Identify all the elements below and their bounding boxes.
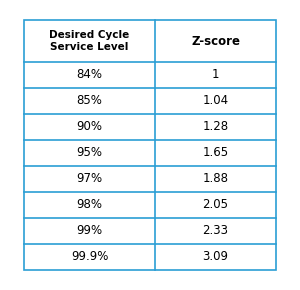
Text: 90%: 90% — [76, 120, 103, 133]
Text: 85%: 85% — [76, 94, 103, 107]
Text: 95%: 95% — [76, 146, 103, 159]
Text: 99.9%: 99.9% — [71, 250, 108, 263]
Text: 99%: 99% — [76, 224, 103, 237]
Text: 1.04: 1.04 — [202, 94, 229, 107]
Text: 2.05: 2.05 — [202, 198, 229, 211]
Text: Desired Cycle
Service Level: Desired Cycle Service Level — [50, 30, 130, 52]
Bar — [24, 20, 276, 270]
Text: 1.65: 1.65 — [202, 146, 229, 159]
Text: 1.88: 1.88 — [202, 172, 229, 185]
Text: 3.09: 3.09 — [202, 250, 229, 263]
Text: 84%: 84% — [76, 68, 103, 81]
Text: 2.33: 2.33 — [202, 224, 229, 237]
Text: 97%: 97% — [76, 172, 103, 185]
Text: 1: 1 — [212, 68, 219, 81]
Text: 98%: 98% — [76, 198, 103, 211]
Text: Z-score: Z-score — [191, 35, 240, 48]
Text: 1.28: 1.28 — [202, 120, 229, 133]
